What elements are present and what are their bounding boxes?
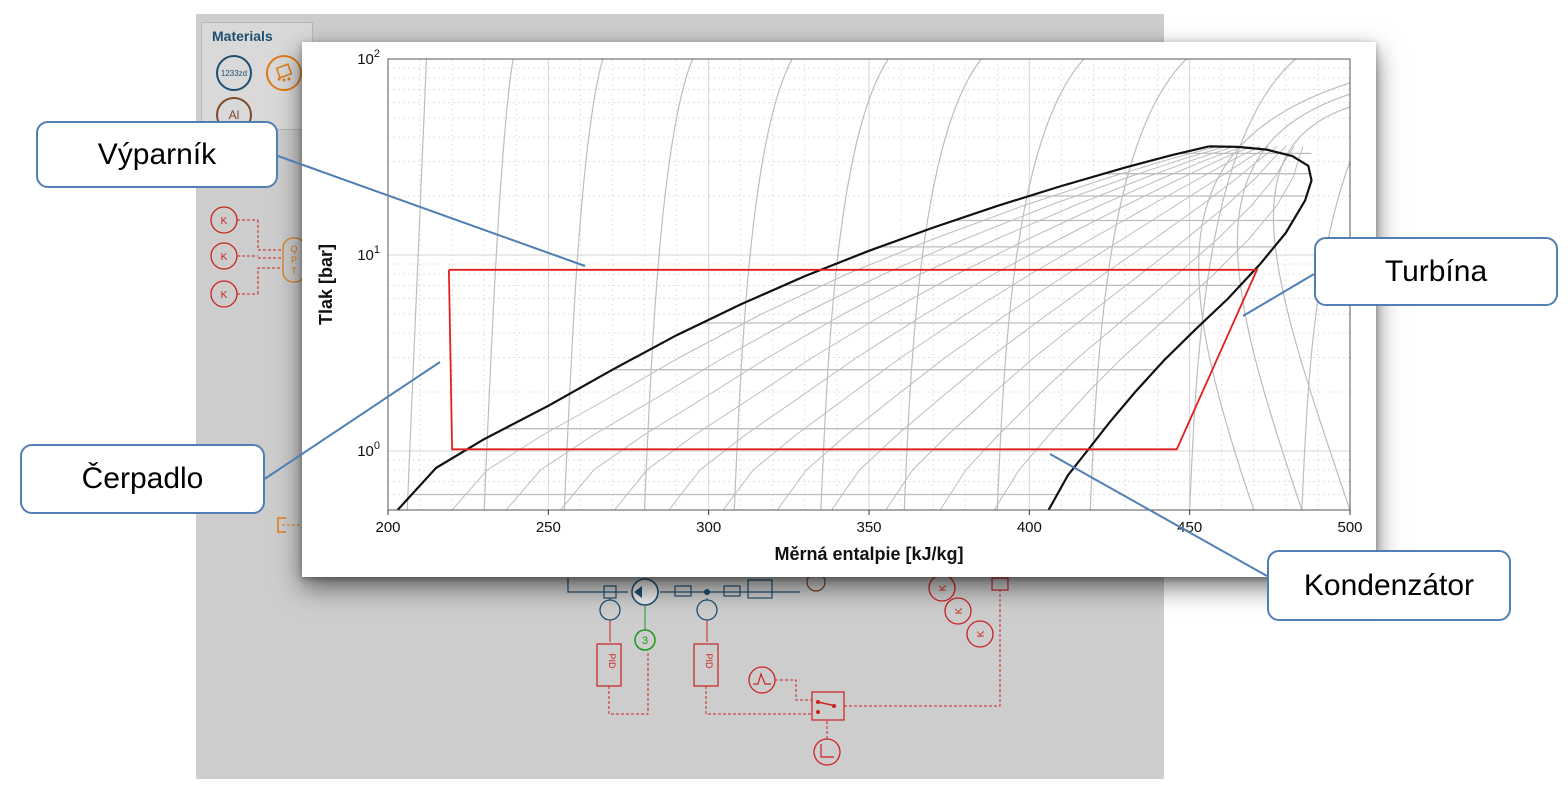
y-tick-label: 101 <box>357 244 380 264</box>
saturation-dome <box>396 145 1313 510</box>
isotherm-line <box>820 59 889 510</box>
x-tick-label: 250 <box>536 519 561 536</box>
quality-line <box>722 145 1261 510</box>
isotherm-line <box>733 59 793 510</box>
signal-line <box>608 652 649 715</box>
callout-vyparnik: Výparník <box>36 121 278 188</box>
sensor-1-icon[interactable]: K <box>210 206 238 234</box>
pid-controller-1[interactable]: PID <box>596 643 622 687</box>
svg-text:PID: PID <box>704 653 714 669</box>
mixture-icon[interactable] <box>266 55 302 91</box>
step-generator-icon[interactable] <box>813 738 841 766</box>
chart-card: 200 250 300 350 400 450 500 100 101 102 Měrná enta… <box>302 42 1376 577</box>
isotherm-line <box>903 59 982 510</box>
quality-line <box>831 145 1278 510</box>
signal-line <box>257 220 282 251</box>
material-1233zd-label: 1233zd <box>220 68 248 78</box>
signal-line <box>705 686 812 715</box>
callout-turbina-label: Turbína <box>1384 254 1488 288</box>
pipe-segment-icon[interactable] <box>674 585 692 597</box>
pipe-segment-icon[interactable] <box>723 585 741 597</box>
signal-line <box>257 267 282 294</box>
actuator-icon[interactable] <box>991 577 1009 591</box>
cycle-line <box>448 268 1259 451</box>
pipe-sensor-2-icon[interactable] <box>696 598 718 642</box>
isotherm-line <box>563 59 604 510</box>
callout-vyparnik-label: Výparník <box>97 137 217 171</box>
isotherm-line <box>483 59 514 510</box>
x-tick-label: 350 <box>856 519 881 536</box>
materials-panel: Materials 1233zd Al <box>201 22 313 133</box>
quality-line <box>885 146 1287 510</box>
y-axis-label: Tlak [bar] <box>316 244 336 325</box>
bracket-icon <box>277 517 286 533</box>
callout-turbina: Turbína <box>1314 237 1558 306</box>
sensor-3-icon[interactable]: K <box>210 280 238 308</box>
switch-block[interactable] <box>811 691 845 721</box>
ph-diagram-chart: 200 250 300 350 400 450 500 100 101 102 Měrná enta… <box>316 48 1363 564</box>
optimizer-letter: P <box>291 255 297 265</box>
svg-text:PID: PID <box>607 653 617 669</box>
callout-kondenzator: Kondenzátor <box>1267 550 1511 621</box>
y-tick-label: 102 <box>357 48 380 68</box>
optimizer-letter: T <box>291 266 297 276</box>
callout-cerpadlo-label: Čerpadlo <box>81 462 204 495</box>
right-sensor-3-icon[interactable]: K <box>966 620 994 648</box>
signal-line <box>775 679 812 701</box>
callout-kondenzator-label: Kondenzátor <box>1303 568 1475 602</box>
callout-cerpadlo: Čerpadlo <box>20 444 265 514</box>
svg-text:K: K <box>221 252 228 263</box>
isotherm-line <box>1272 106 1350 510</box>
svg-text:K: K <box>976 630 987 637</box>
right-sensor-2-icon[interactable]: K <box>944 597 972 625</box>
optimizer-letter: Q <box>290 244 297 254</box>
signal-line <box>844 590 1001 707</box>
y-tick-label: 100 <box>357 440 380 460</box>
isotherm-line <box>1089 59 1187 510</box>
junction-icon <box>704 589 710 595</box>
quality-line <box>776 145 1270 510</box>
sensor-2-icon[interactable]: K <box>210 242 238 270</box>
saturated-vapor-line <box>1047 145 1313 510</box>
isolines <box>406 59 1350 510</box>
pump-icon[interactable] <box>631 578 659 606</box>
materials-title: Materials <box>212 28 273 44</box>
svg-text:K: K <box>221 290 228 301</box>
x-tick-label: 500 <box>1337 519 1362 536</box>
isotherm-line <box>996 59 1085 510</box>
signal-generator-icon[interactable] <box>748 666 776 694</box>
svg-text:K: K <box>221 216 228 227</box>
x-axis-label: Měrná entalpie [kJ/kg] <box>774 544 963 564</box>
speed-sensor-icon[interactable]: 3 <box>634 629 656 651</box>
svg-text:3: 3 <box>642 635 648 647</box>
mixture-glyph-icon <box>275 63 293 82</box>
pid-controller-2[interactable]: PID <box>693 643 719 687</box>
isotherm-line <box>1236 93 1350 510</box>
saturated-liquid-line <box>396 145 1210 510</box>
quality-line <box>560 145 1235 510</box>
svg-text:K: K <box>954 607 965 614</box>
x-tick-label: 300 <box>696 519 721 536</box>
material-aluminium-label: Al <box>228 108 240 122</box>
isotherm-line <box>1189 59 1296 510</box>
pipe <box>567 578 628 593</box>
tank-icon[interactable] <box>747 579 773 599</box>
quality-line <box>505 145 1227 510</box>
svg-text:K: K <box>938 584 949 591</box>
isotherm-line <box>406 59 428 510</box>
x-tick-label: 400 <box>1017 519 1042 536</box>
x-tick-label: 450 <box>1177 519 1202 536</box>
quality-line <box>993 146 1304 510</box>
grid <box>387 58 1351 511</box>
quality-line <box>939 146 1295 510</box>
x-tick-label: 200 <box>375 519 400 536</box>
quality-line <box>614 145 1244 510</box>
right-sensor-1-icon[interactable]: K <box>928 574 956 602</box>
pipe-sensor-1-icon[interactable] <box>599 598 621 642</box>
material-1233zd[interactable]: 1233zd <box>216 55 252 91</box>
quality-line <box>451 145 1218 510</box>
isotherm-line <box>1198 82 1350 510</box>
isotherm-line <box>643 59 694 510</box>
